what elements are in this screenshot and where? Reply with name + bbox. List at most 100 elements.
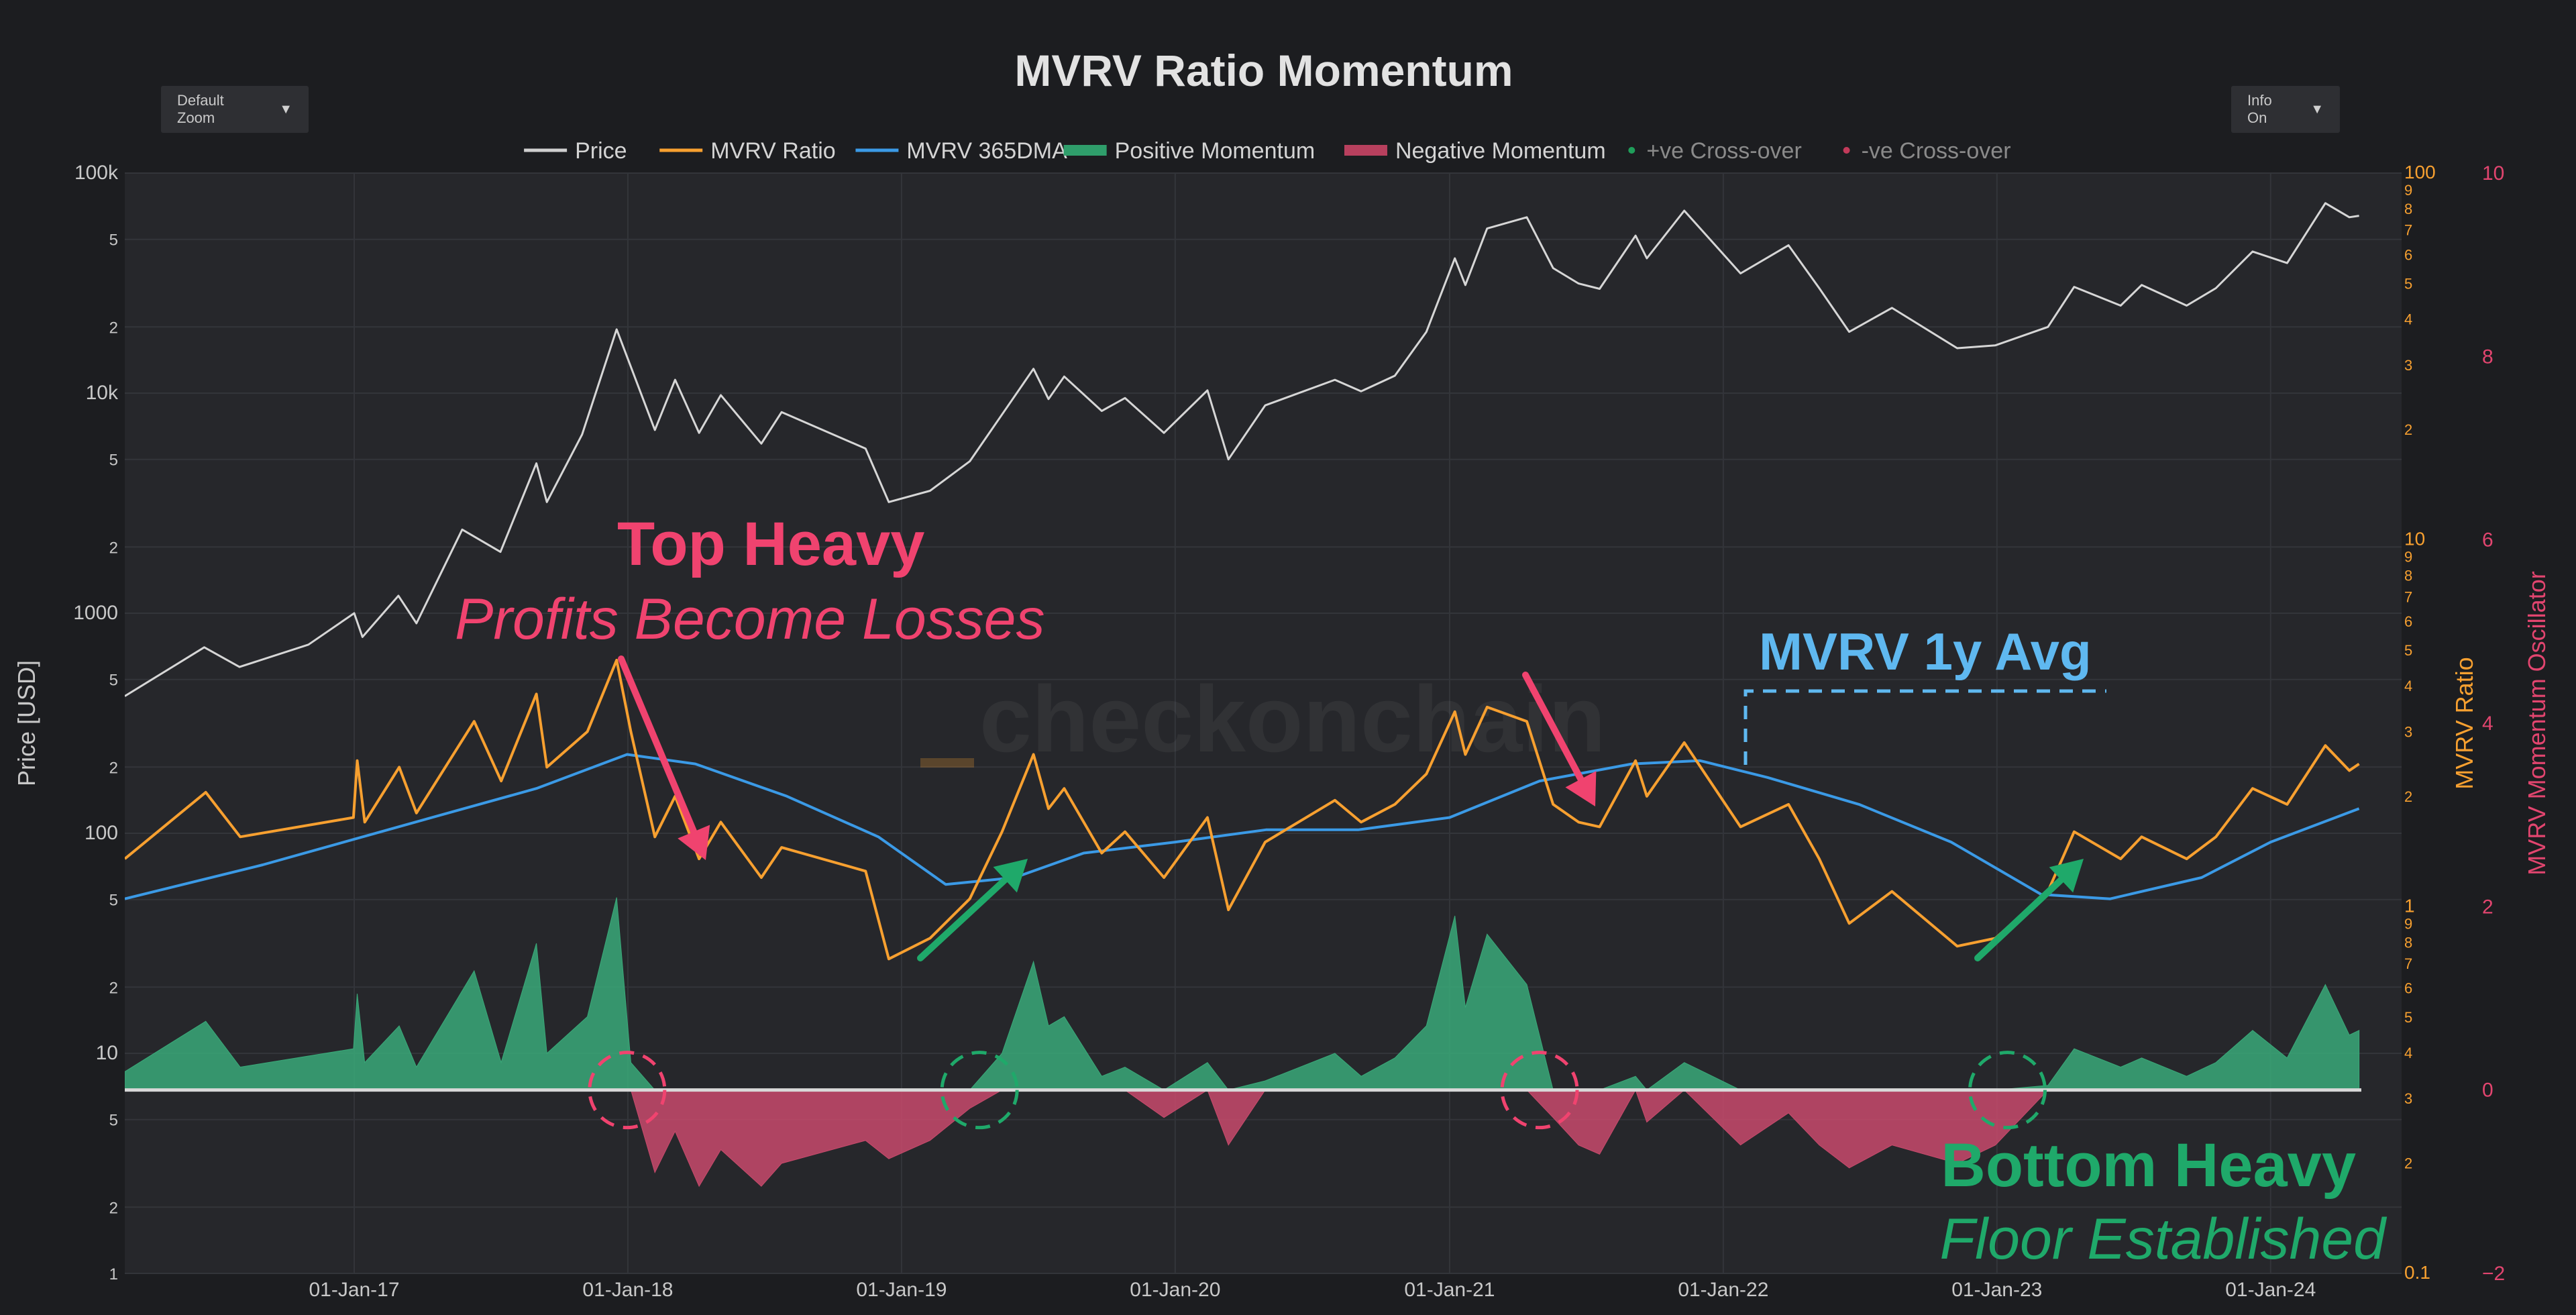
- price-axis-tick: 1: [109, 1265, 118, 1283]
- legend-label: Positive Momentum: [1115, 138, 1316, 164]
- legend-item-mvrv-365dma[interactable]: MVRV 365DMA: [855, 138, 1067, 164]
- mvrv-axis-tick: 9: [2404, 549, 2412, 566]
- mvrv-axis-tick: 7: [2404, 955, 2412, 972]
- top-heavy-arrow: [618, 655, 710, 860]
- negative-crossover-marker: [1500, 1051, 1579, 1130]
- positive-crossover-marker: [1968, 1051, 2047, 1130]
- recovery-arrow-2023: [1974, 859, 2084, 961]
- top-heavy-subtitle: Profits Become Losses: [455, 587, 1044, 651]
- x-axis-tick: 01-Jan-23: [1951, 1279, 2042, 1301]
- price-axis-tick: 10k: [86, 382, 119, 404]
- mvrv-axis-tick: 10: [2404, 529, 2425, 549]
- x-axis-tick: 01-Jan-21: [1404, 1279, 1495, 1301]
- mvrv-axis-tick: 7: [2404, 222, 2412, 239]
- oscillator-axis-tick: 2: [2482, 896, 2493, 918]
- mvrv-avg-label: MVRV 1y Avg: [1759, 622, 2092, 681]
- recovery-arrow-2019-head: [993, 859, 1028, 893]
- legend-item-ve-cross-over[interactable]: +ve Cross-over: [1628, 138, 1802, 164]
- price-axis-tick: 5: [109, 452, 118, 470]
- x-axis-tick: 01-Jan-20: [1130, 1279, 1220, 1301]
- mvrv-axis-tick: 1: [2404, 895, 2415, 916]
- x-axis-tick: 01-Jan-17: [309, 1279, 399, 1301]
- mvrv-365dma-line: [125, 753, 2360, 900]
- mvrv-axis-tick: 4: [2404, 678, 2412, 694]
- legend-item-positive-momentum[interactable]: Positive Momentum: [1063, 138, 1316, 164]
- chart-title: MVRV Ratio Momentum: [1014, 46, 1513, 95]
- top-heavy-label: Top Heavy: [617, 510, 924, 578]
- watermark-dash: [920, 758, 974, 768]
- mvrv-axis-tick: 7: [2404, 588, 2412, 605]
- mvrv-axis-tick: 9: [2404, 182, 2412, 199]
- oscillator-axis-tick: −2: [2482, 1263, 2505, 1285]
- recovery-arrow-2023-shaft: [1974, 876, 2065, 961]
- price-axis-tick: 2: [109, 979, 118, 997]
- mvrv-axis-tick: 100: [2404, 162, 2436, 182]
- oscillator-axis-label: MVRV Momentum Oscillator: [2523, 571, 2551, 875]
- price-axis-tick: 100k: [74, 162, 119, 184]
- legend-swatch: [1628, 147, 1635, 154]
- legend-swatch: [1063, 145, 1107, 156]
- mvrv-axis-tick: 5: [2404, 642, 2412, 659]
- legend-item-mvrv-ratio[interactable]: MVRV Ratio: [659, 138, 836, 164]
- x-axis-tick: 01-Jan-22: [1678, 1279, 1768, 1301]
- price-axis-tick: 5: [109, 672, 118, 690]
- mvrv-axis-tick: 6: [2404, 613, 2412, 630]
- price-axis-label: Price [USD]: [13, 660, 40, 786]
- legend-swatch: [1344, 145, 1387, 156]
- x-axis-tick: 01-Jan-18: [582, 1279, 673, 1301]
- mvrv-axis-tick: 8: [2404, 934, 2412, 951]
- oscillator-axis-tick: 10: [2482, 162, 2504, 185]
- price-axis-tick: 5: [109, 231, 118, 250]
- bottom-heavy-subtitle: Floor Established: [1940, 1207, 2388, 1271]
- mvrv-axis-tick: 2: [2404, 421, 2412, 438]
- legend-label: -ve Cross-over: [1862, 138, 2011, 164]
- oscillator-axis-tick: 0: [2482, 1080, 2493, 1102]
- negative-crossover-marker: [588, 1051, 667, 1130]
- price-axis-tick: 2: [109, 1199, 118, 1217]
- legend-item-ve-cross-over[interactable]: -ve Cross-over: [1843, 138, 2011, 164]
- top-heavy-arrow-shaft: [618, 655, 698, 835]
- zoom-dropdown[interactable]: Default Zoom ▼: [161, 86, 309, 133]
- price-axis-tick: 2: [109, 759, 118, 777]
- top-heavy-arrow-head: [678, 825, 710, 860]
- oscillator-axis-tick: 6: [2482, 529, 2493, 551]
- recovery-arrow-2019-shaft: [917, 876, 1009, 961]
- x-axis-tick: 01-Jan-24: [2225, 1279, 2316, 1301]
- bottom-heavy-label: Bottom Heavy: [1941, 1131, 2356, 1200]
- price-axis-tick: 100: [85, 822, 118, 844]
- mvrv-axis-tick: 3: [2404, 1090, 2412, 1107]
- price-axis-tick: 10: [96, 1042, 118, 1064]
- info-dropdown[interactable]: Info On ▼: [2231, 86, 2340, 133]
- mvrv-axis-tick: 3: [2404, 724, 2412, 741]
- price-line: [125, 202, 2359, 697]
- mvrv-axis-tick: 0.1: [2404, 1262, 2430, 1283]
- mvrv-axis-label: MVRV Ratio: [2451, 657, 2478, 789]
- watermark: checkonchain: [979, 666, 1606, 772]
- legend-swatch: [1843, 147, 1850, 154]
- mvrv-axis-tick: 2: [2404, 1155, 2412, 1171]
- zoom-dropdown-label: Default Zoom: [177, 92, 224, 126]
- mvrv-axis-tick: 8: [2404, 201, 2412, 217]
- mvrv-avg-bracket: [1743, 689, 2106, 765]
- mvrv-axis-tick: 9: [2404, 915, 2412, 932]
- info-dropdown-label: Info On: [2247, 92, 2272, 126]
- oscillator-axis-tick: 8: [2482, 346, 2493, 368]
- mvrv-axis-tick: 4: [2404, 1045, 2412, 1061]
- recovery-arrow-2019: [917, 859, 1028, 961]
- legend-label: +ve Cross-over: [1646, 138, 1801, 164]
- market-top-arrow: [1522, 672, 1597, 806]
- positive-crossover-marker: [940, 1051, 1019, 1130]
- oscillator-axis-tick: 4: [2482, 713, 2493, 735]
- legend-item-negative-momentum[interactable]: Negative Momentum: [1344, 138, 1606, 164]
- market-top-arrow-shaft: [1522, 672, 1585, 783]
- legend-item-price[interactable]: Price: [524, 138, 627, 164]
- recovery-arrow-2023-head: [2049, 859, 2084, 893]
- mvrv-axis-tick: 5: [2404, 1009, 2412, 1026]
- mvrv-axis-tick: 8: [2404, 568, 2412, 584]
- mvrv-axis-tick: 3: [2404, 357, 2412, 374]
- price-axis-tick: 5: [109, 892, 118, 910]
- chevron-down-icon: ▼: [279, 101, 292, 117]
- x-axis-tick: 01-Jan-19: [856, 1279, 947, 1301]
- mvrv-axis-tick: 6: [2404, 246, 2412, 263]
